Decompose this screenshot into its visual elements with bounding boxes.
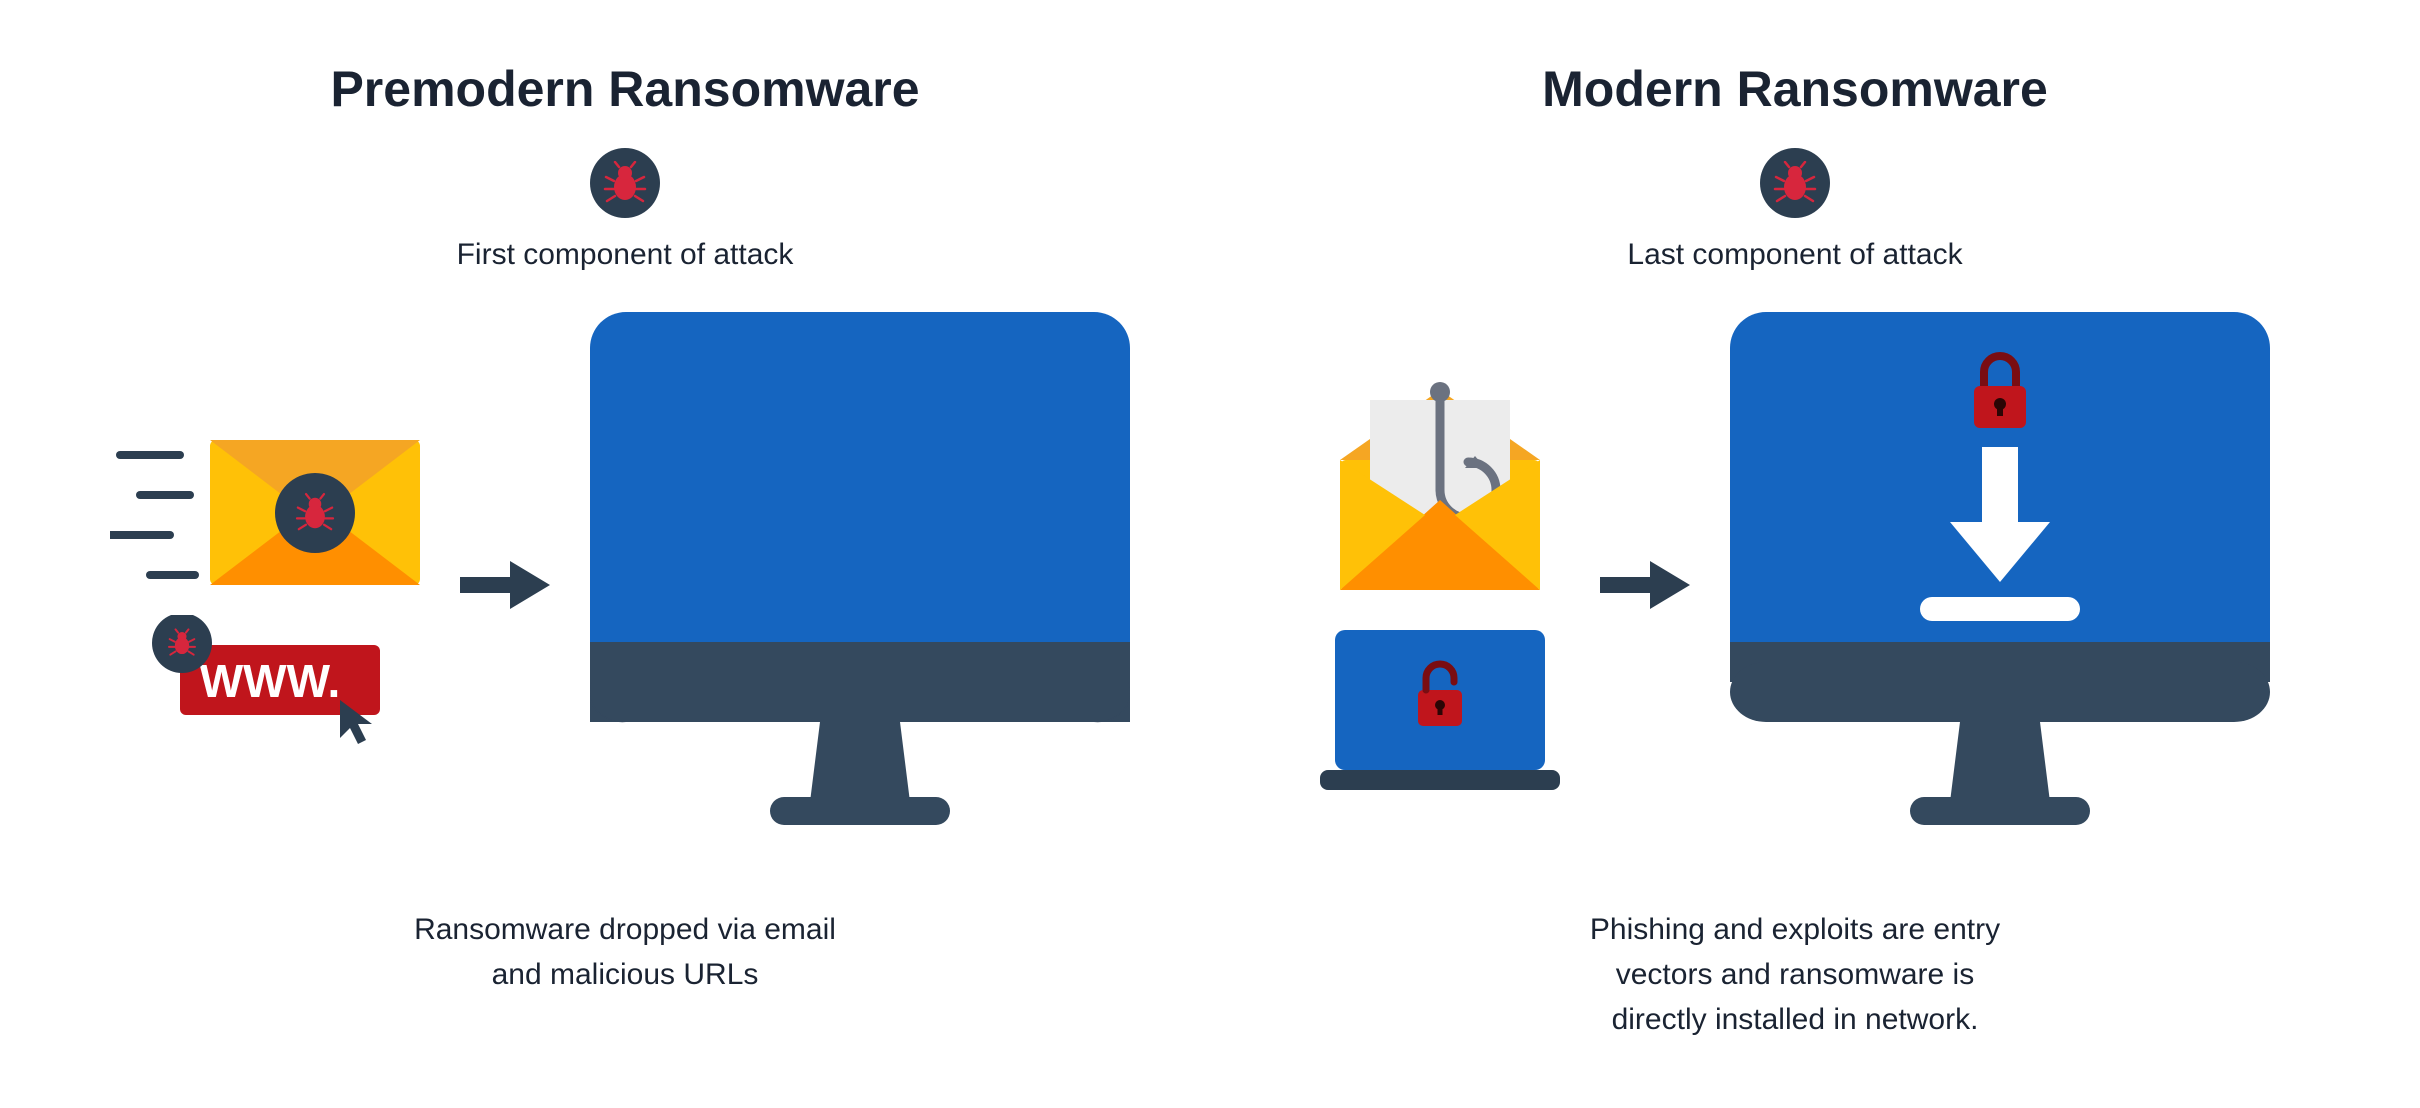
monitor-download-icon [1720, 302, 2280, 867]
arrow-icon [1600, 555, 1690, 615]
premodern-caption: Ransomware dropped via email and malicio… [414, 907, 836, 997]
premodern-title: Premodern Ransomware [330, 60, 919, 118]
malicious-url-icon: WWW. [140, 615, 400, 745]
premodern-sources: WWW. [110, 425, 430, 745]
bug-icon [1760, 148, 1830, 218]
modern-scene [1310, 302, 2280, 867]
diagram-container: Premodern Ransomware First component of … [0, 0, 2420, 1108]
premodern-scene: WWW. [110, 302, 1140, 867]
premodern-subtitle: First component of attack [457, 238, 794, 272]
bug-icon [590, 148, 660, 218]
modern-title: Modern Ransomware [1542, 60, 2048, 118]
modern-sources [1310, 370, 1570, 800]
malicious-email-icon [110, 425, 430, 595]
caption-line: vectors and ransomware is [1616, 958, 1974, 991]
modern-panel: Modern Ransomware Last component of atta… [1210, 60, 2380, 1048]
caption-line: directly installed in network. [1612, 1003, 1979, 1036]
www-label: WWW. [200, 655, 341, 707]
monitor-icon [580, 302, 1140, 867]
compromised-laptop-icon [1310, 620, 1570, 800]
caption-line: and malicious URLs [492, 958, 759, 991]
caption-line: Ransomware dropped via email [414, 913, 836, 946]
premodern-panel: Premodern Ransomware First component of … [40, 60, 1210, 1048]
modern-caption: Phishing and exploits are entry vectors … [1590, 907, 2000, 1042]
modern-subtitle: Last component of attack [1627, 238, 1962, 272]
phishing-email-icon [1325, 370, 1555, 600]
caption-line: Phishing and exploits are entry [1590, 913, 2000, 946]
arrow-icon [460, 555, 550, 615]
